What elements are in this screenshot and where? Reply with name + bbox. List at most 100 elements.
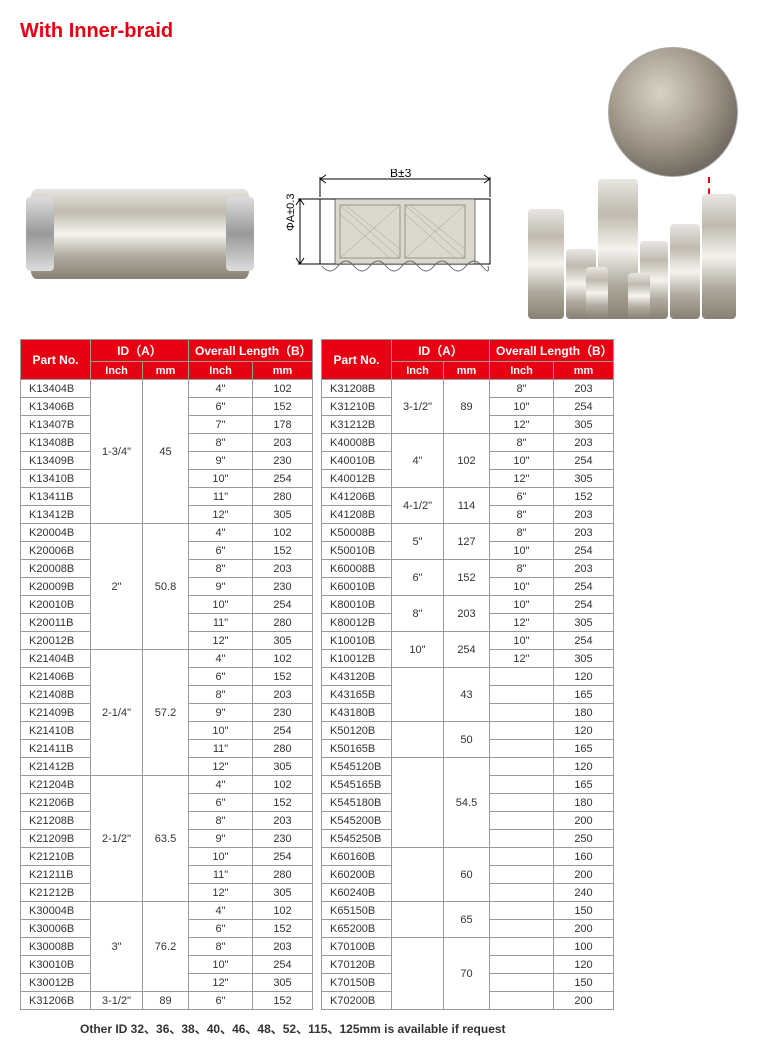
cell-id-inch (392, 938, 444, 1010)
cell-ob-mm: 165 (554, 686, 614, 704)
cell-ob-mm: 230 (253, 452, 313, 470)
cell-part-no: K21204B (21, 776, 91, 794)
cell-ob-inch: 4" (189, 902, 253, 920)
col-ob-mm: mm (253, 362, 313, 380)
cell-id-mm: 65 (444, 902, 490, 938)
cell-ob-mm: 100 (554, 938, 614, 956)
cell-part-no: K30006B (21, 920, 91, 938)
cell-ob-mm: 203 (253, 686, 313, 704)
cell-ob-mm: 305 (554, 650, 614, 668)
cell-part-no: K30004B (21, 902, 91, 920)
cell-ob-inch: 8" (189, 686, 253, 704)
cell-ob-inch: 10" (490, 596, 554, 614)
cell-ob-inch: 10" (490, 452, 554, 470)
cell-ob-mm: 203 (554, 434, 614, 452)
cell-ob-mm: 102 (253, 902, 313, 920)
page-title: With Inner-braid (20, 20, 738, 43)
cell-ob-mm: 240 (554, 884, 614, 902)
parts-table-right: Part No.ID（A）Overall Length（B）InchmmInch… (321, 339, 614, 1010)
cell-part-no: K40008B (322, 434, 392, 452)
cell-ob-inch: 4" (189, 650, 253, 668)
cell-part-no: K21411B (21, 740, 91, 758)
cell-part-no: K65200B (322, 920, 392, 938)
cell-id-inch (392, 722, 444, 758)
cell-ob-inch: 12" (189, 974, 253, 992)
cell-ob-mm: 165 (554, 740, 614, 758)
cell-part-no: K31212B (322, 416, 392, 434)
cell-ob-mm: 203 (554, 506, 614, 524)
cell-ob-mm: 280 (253, 488, 313, 506)
cell-part-no: K60200B (322, 866, 392, 884)
cell-ob-inch (490, 830, 554, 848)
col-part-no: Part No. (21, 340, 91, 380)
cell-id-mm: 89 (444, 380, 490, 434)
cell-part-no: K13410B (21, 470, 91, 488)
col-id-a: ID（A） (91, 340, 189, 362)
cell-part-no: K21208B (21, 812, 91, 830)
cell-id-mm: 152 (444, 560, 490, 596)
cell-ob-inch: 12" (189, 632, 253, 650)
cell-ob-mm: 180 (554, 794, 614, 812)
cell-ob-mm: 254 (253, 722, 313, 740)
cell-id-inch: 1-3/4" (91, 380, 143, 524)
cell-id-mm: 127 (444, 524, 490, 560)
cell-part-no: K20006B (21, 542, 91, 560)
cell-ob-mm: 152 (554, 488, 614, 506)
cell-ob-inch (490, 848, 554, 866)
cell-id-mm: 114 (444, 488, 490, 524)
cell-id-inch: 3-1/2" (91, 992, 143, 1010)
cell-part-no: K13406B (21, 398, 91, 416)
cell-ob-inch: 8" (189, 812, 253, 830)
cell-ob-inch: 6" (189, 920, 253, 938)
cell-ob-inch (490, 974, 554, 992)
cell-part-no: K60010B (322, 578, 392, 596)
cell-part-no: K20008B (21, 560, 91, 578)
cell-id-inch (392, 758, 444, 848)
cell-part-no: K41206B (322, 488, 392, 506)
cell-part-no: K545165B (322, 776, 392, 794)
cell-ob-mm: 254 (554, 578, 614, 596)
table-row: K43120B43120 (322, 668, 614, 686)
table-row: K21204B2-1/2"63.54"102 (21, 776, 313, 794)
cell-part-no: K50008B (322, 524, 392, 542)
cell-ob-inch (490, 722, 554, 740)
cell-ob-inch: 6" (189, 668, 253, 686)
cell-ob-mm: 305 (554, 416, 614, 434)
table-row: K13404B1-3/4"454"102 (21, 380, 313, 398)
cell-ob-mm: 254 (253, 596, 313, 614)
flex-pipe-image (30, 189, 250, 279)
cell-ob-inch: 8" (490, 524, 554, 542)
cell-id-inch: 6" (392, 560, 444, 596)
cell-ob-mm: 254 (554, 596, 614, 614)
cell-part-no: K21412B (21, 758, 91, 776)
cell-ob-mm: 200 (554, 866, 614, 884)
cell-part-no: K70200B (322, 992, 392, 1010)
cell-part-no: K21406B (21, 668, 91, 686)
cell-ob-inch: 7" (189, 416, 253, 434)
table-row: K20004B2"50.84"102 (21, 524, 313, 542)
cell-ob-inch (490, 812, 554, 830)
cell-ob-inch: 12" (490, 470, 554, 488)
cell-part-no: K21212B (21, 884, 91, 902)
table-row: K70100B70100 (322, 938, 614, 956)
cell-ob-inch: 9" (189, 452, 253, 470)
pipe-cluster-image (528, 169, 738, 319)
cell-id-inch: 10" (392, 632, 444, 668)
col-ob-inch: Inch (490, 362, 554, 380)
cell-part-no: K13409B (21, 452, 91, 470)
cell-ob-mm: 152 (253, 542, 313, 560)
cell-ob-inch: 12" (490, 650, 554, 668)
cell-ob-mm: 254 (554, 398, 614, 416)
cell-ob-mm: 152 (253, 992, 313, 1010)
cell-ob-inch: 10" (189, 848, 253, 866)
cell-ob-mm: 165 (554, 776, 614, 794)
cell-ob-mm: 203 (253, 560, 313, 578)
cell-ob-mm: 102 (253, 776, 313, 794)
cell-ob-inch: 11" (189, 740, 253, 758)
cell-part-no: K10012B (322, 650, 392, 668)
cell-id-mm: 60 (444, 848, 490, 902)
cell-id-inch (392, 848, 444, 902)
cell-part-no: K13408B (21, 434, 91, 452)
cell-ob-inch: 6" (490, 488, 554, 506)
cell-ob-mm: 102 (253, 380, 313, 398)
